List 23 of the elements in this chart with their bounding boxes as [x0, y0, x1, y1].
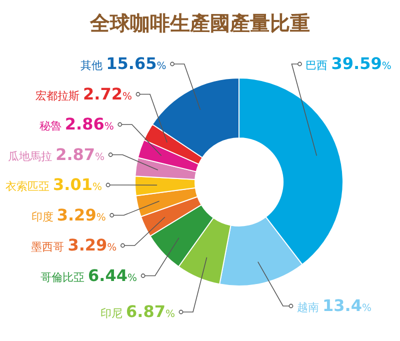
slice-label: 墨西哥 — [31, 240, 68, 254]
slice-label: 印尼 — [100, 307, 126, 320]
data-label: 3.29% — [56, 205, 106, 224]
data-label: 15.65% — [106, 54, 166, 73]
data-label: 2.87% — [56, 144, 105, 164]
slice-label: 宏都拉斯 — [36, 89, 84, 102]
slice-label: 哥倫比亞 — [40, 270, 88, 284]
data-label: 2.72% — [83, 84, 132, 104]
slice-label: 其他 — [80, 59, 106, 72]
data-label: 39.59% — [331, 54, 392, 73]
data-label: 6.87% — [126, 302, 175, 321]
data-label: 3.29% — [68, 236, 117, 254]
data-label: 13.4% — [322, 296, 372, 315]
slice-label: 印度 — [31, 210, 57, 224]
data-label: 3.01% — [53, 175, 102, 194]
data-label: 6.44% — [88, 266, 138, 285]
data-label: 2.86% — [64, 114, 114, 134]
slice-label: 瓜地馬拉 — [8, 150, 56, 163]
slice-label: 巴西 — [306, 59, 332, 72]
chart-title: 全球咖啡生產國產量比重 — [89, 11, 310, 35]
slice-label: 衣索匹亞 — [6, 180, 54, 193]
slice-label: 秘魯 — [39, 120, 65, 132]
slice-label: 越南 — [297, 301, 322, 314]
